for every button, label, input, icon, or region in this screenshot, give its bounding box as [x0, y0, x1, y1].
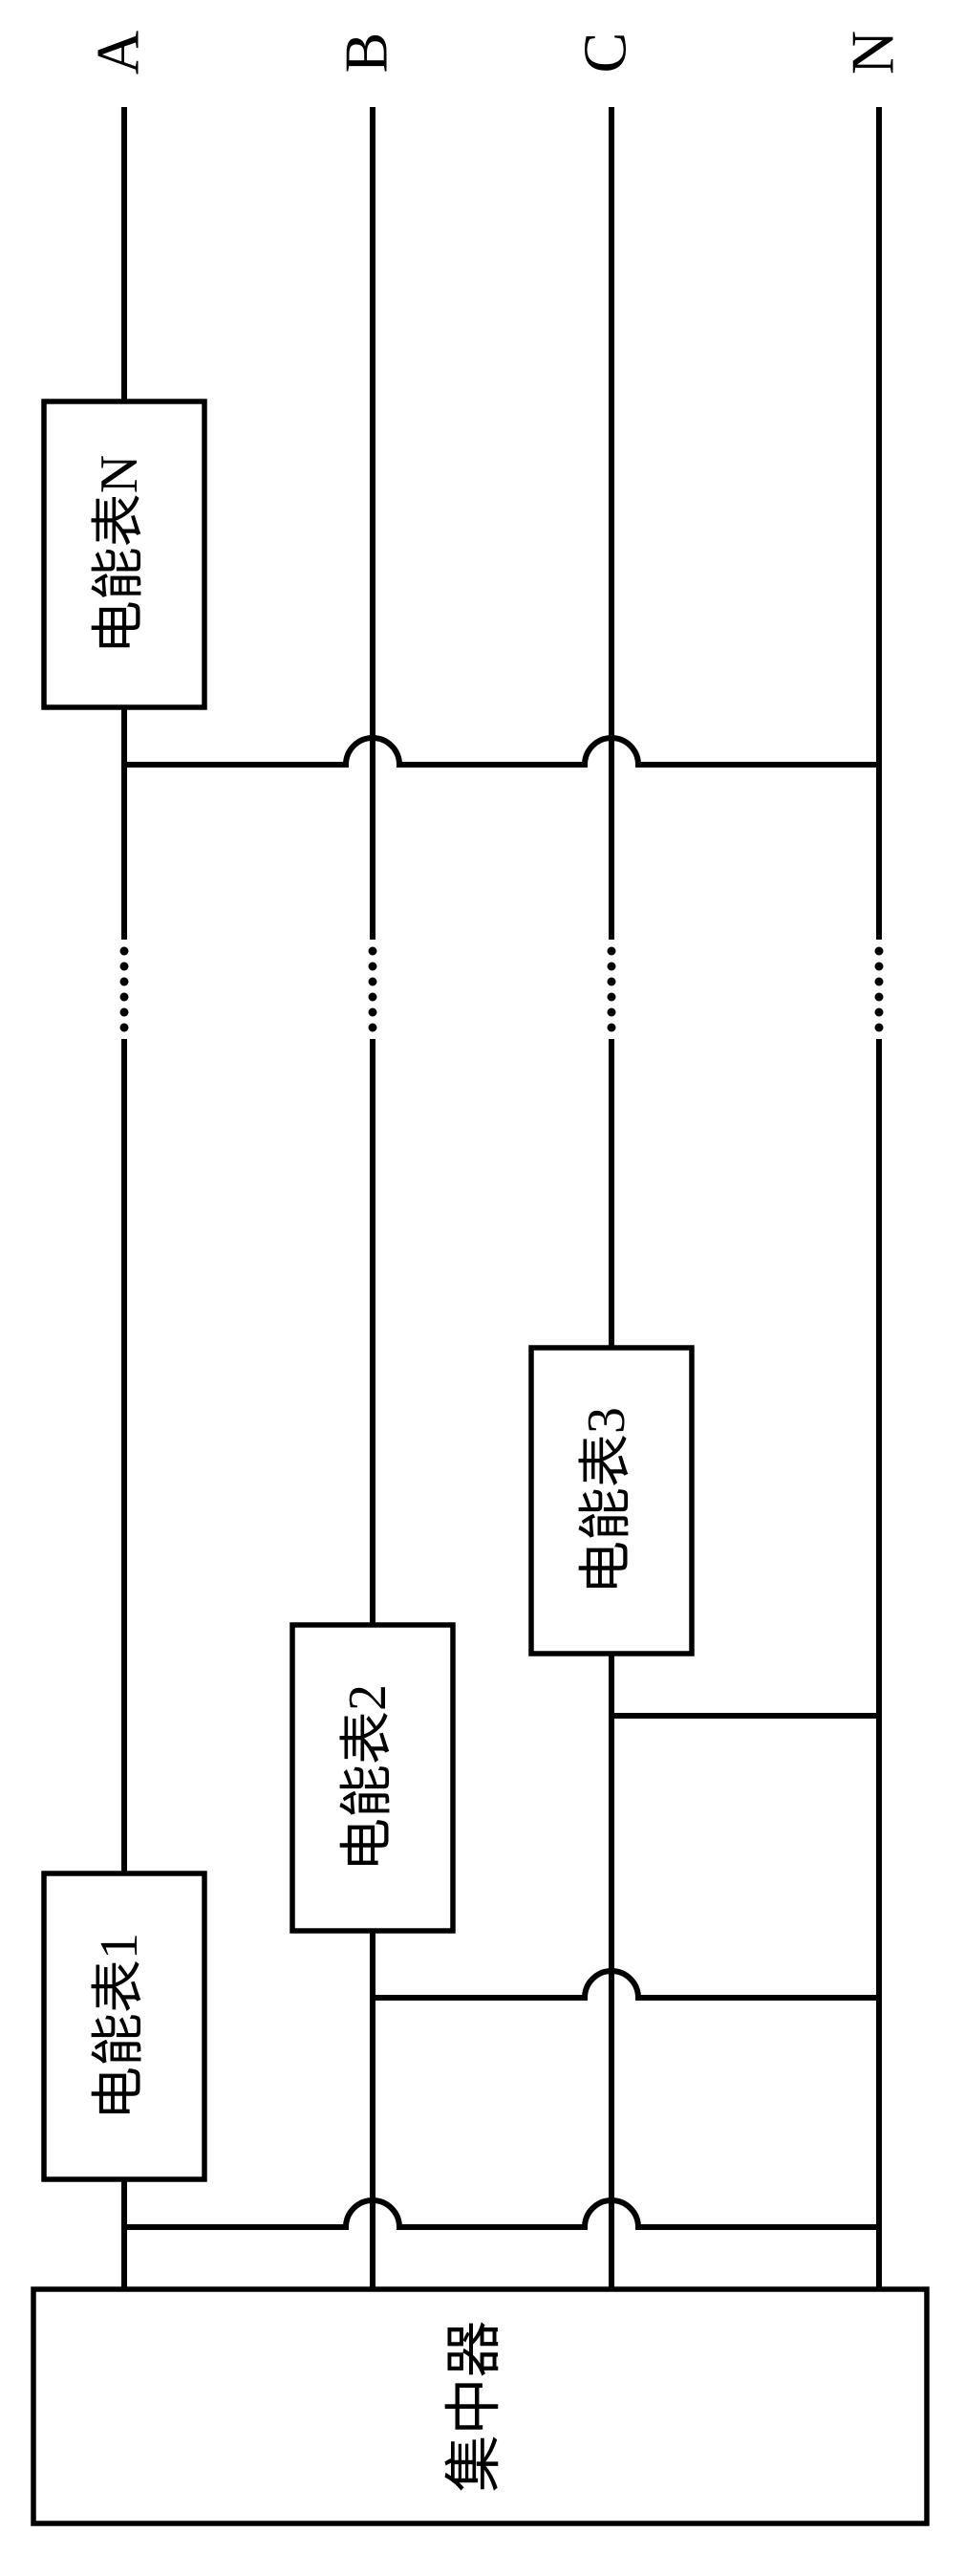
line-label-A: A — [84, 31, 152, 75]
concentrator-label: 集中器 — [442, 2321, 505, 2493]
line-label-N: N — [839, 31, 907, 75]
line-label-C: C — [571, 32, 639, 74]
diagram-root: A B C N 电能表1 电能表2 电能表3 电能表N 集中器 — [0, 0, 965, 2571]
meter-label-2: 电能表2 — [338, 1684, 397, 1872]
diagram-svg: A B C N 电能表1 电能表2 电能表3 电能表N 集中器 — [0, 0, 965, 2571]
meter-label-N: 电能表N — [90, 455, 149, 654]
meter-label-1: 电能表1 — [90, 1933, 149, 2120]
meter-label-3: 电能表3 — [577, 1407, 636, 1594]
line-label-B: B — [332, 32, 400, 74]
